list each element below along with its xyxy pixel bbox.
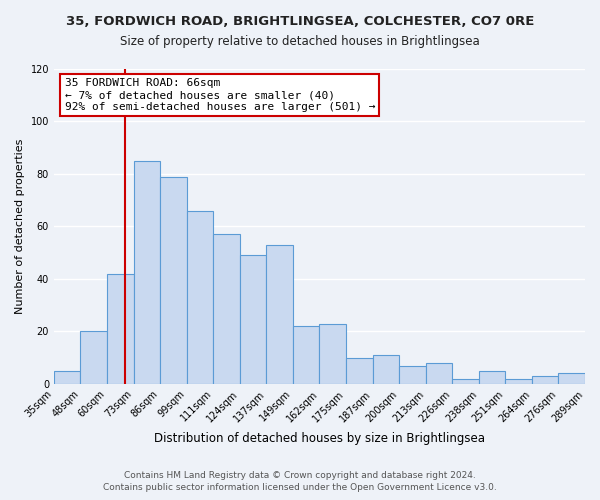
Bar — [346, 358, 373, 384]
Bar — [54, 371, 80, 384]
X-axis label: Distribution of detached houses by size in Brightlingsea: Distribution of detached houses by size … — [154, 432, 485, 445]
Y-axis label: Number of detached properties: Number of detached properties — [15, 139, 25, 314]
Text: Contains HM Land Registry data © Crown copyright and database right 2024.
Contai: Contains HM Land Registry data © Crown c… — [103, 471, 497, 492]
Bar — [107, 274, 134, 384]
Bar — [559, 374, 585, 384]
Bar — [505, 378, 532, 384]
Bar — [425, 363, 452, 384]
Bar — [452, 378, 479, 384]
Text: 35 FORDWICH ROAD: 66sqm
← 7% of detached houses are smaller (40)
92% of semi-det: 35 FORDWICH ROAD: 66sqm ← 7% of detached… — [65, 78, 375, 112]
Text: Size of property relative to detached houses in Brightlingsea: Size of property relative to detached ho… — [120, 35, 480, 48]
Bar — [187, 210, 213, 384]
Bar — [373, 355, 399, 384]
Bar — [213, 234, 240, 384]
Bar — [266, 245, 293, 384]
Bar — [399, 366, 425, 384]
Bar — [134, 161, 160, 384]
Bar — [160, 176, 187, 384]
Bar — [532, 376, 559, 384]
Bar — [293, 326, 319, 384]
Bar — [479, 371, 505, 384]
Bar — [80, 332, 107, 384]
Bar — [240, 256, 266, 384]
Text: 35, FORDWICH ROAD, BRIGHTLINGSEA, COLCHESTER, CO7 0RE: 35, FORDWICH ROAD, BRIGHTLINGSEA, COLCHE… — [66, 15, 534, 28]
Bar — [319, 324, 346, 384]
